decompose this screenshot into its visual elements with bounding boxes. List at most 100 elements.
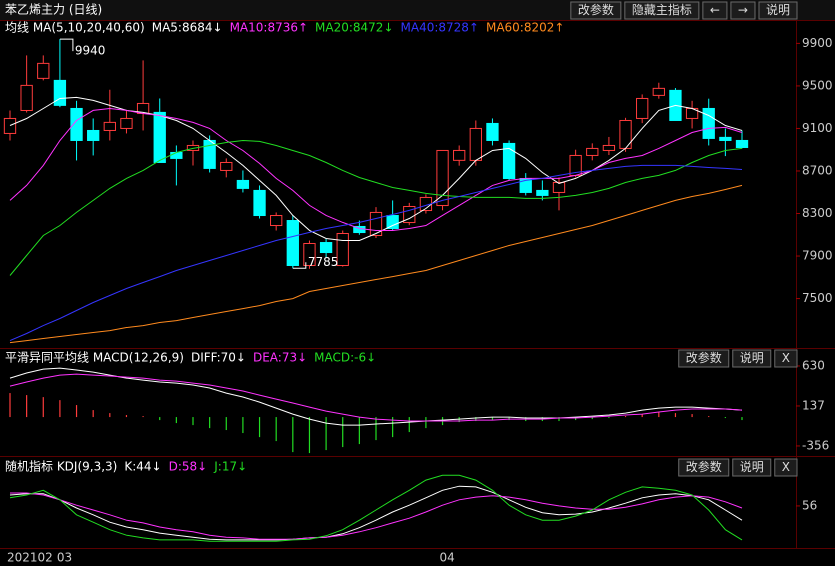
button-label[interactable]: 说明: [740, 459, 764, 474]
button-box[interactable]: [758, 1, 798, 20]
candle-body: [87, 129, 100, 141]
button-box[interactable]: [702, 1, 728, 20]
button[interactable]: 改参数: [570, 1, 622, 20]
y-tick-label: 7900: [802, 249, 833, 263]
legend-item: 平滑异同平均线 MACD(12,26,9): [5, 351, 184, 365]
button-box[interactable]: [624, 1, 700, 20]
button[interactable]: X: [774, 349, 798, 368]
candle-body: [552, 181, 566, 193]
legend-item: MA60:8202↑: [486, 21, 564, 35]
y-tick-label: 8700: [802, 163, 833, 177]
annotation-label: 9940: [75, 44, 106, 58]
candle-body: [469, 127, 482, 161]
kdj-line: [10, 492, 743, 540]
y-tick-label: -356: [802, 438, 829, 452]
y-tick-label: 56: [802, 498, 817, 512]
annotation-label: 7785: [308, 255, 339, 269]
x-tick-label: 04: [440, 551, 455, 565]
legend-item: J:17↓: [213, 460, 247, 474]
candle-body: [502, 142, 516, 180]
candle-body: [153, 111, 166, 163]
ma-line: [9, 184, 743, 344]
candle-body: [236, 179, 250, 189]
y-tick-label: 8300: [802, 206, 833, 220]
ma-line: [9, 107, 743, 231]
candle-body: [286, 220, 299, 266]
candle-body: [336, 232, 349, 266]
button[interactable]: ←: [702, 1, 728, 20]
candle-body: [636, 97, 649, 119]
kdj-line: [9, 474, 743, 542]
button-label[interactable]: 隐藏主指标: [632, 2, 692, 17]
candle-body: [702, 107, 715, 139]
candle-body: [253, 189, 266, 217]
button-label[interactable]: 说明: [766, 2, 790, 17]
annotation-leader: [292, 262, 307, 269]
candle-body: [602, 144, 616, 151]
button-label[interactable]: 改参数: [578, 2, 614, 17]
candle-body: [436, 149, 449, 207]
button-label[interactable]: 改参数: [686, 459, 722, 474]
button-label[interactable]: →: [738, 3, 748, 17]
button[interactable]: 改参数: [678, 458, 730, 477]
button[interactable]: →: [730, 1, 756, 20]
legend-item: MA20:8472↓: [315, 21, 393, 35]
candle-body: [103, 121, 116, 131]
macd-line: [9, 367, 743, 426]
button[interactable]: 隐藏主指标: [624, 1, 700, 20]
candle-body: [652, 87, 665, 96]
kdj-line: [9, 485, 743, 541]
candle-body: [453, 149, 466, 161]
button-box[interactable]: [570, 1, 622, 20]
button[interactable]: 说明: [732, 349, 772, 368]
legend-item: MA10:8736↑: [230, 21, 308, 35]
button-label[interactable]: ←: [710, 3, 720, 17]
candle-body: [220, 161, 233, 171]
candle-body: [170, 151, 183, 159]
instrument-title: 苯乙烯主力 (日线): [5, 3, 102, 17]
button-label[interactable]: 说明: [740, 350, 764, 365]
ma-line: [9, 139, 743, 276]
candle-body: [403, 205, 416, 224]
y-tick-label: 630: [802, 358, 825, 372]
button-box[interactable]: [730, 1, 756, 20]
candle-body: [536, 189, 549, 196]
y-tick-label: 7500: [802, 291, 833, 305]
button-box[interactable]: [732, 349, 772, 368]
candle-body: [270, 215, 283, 227]
button-box[interactable]: [678, 458, 730, 477]
legend-item: DEA:73↓: [253, 351, 307, 365]
button-label[interactable]: X: [782, 351, 790, 365]
button-box[interactable]: [774, 458, 798, 477]
y-tick-label: 9900: [802, 36, 833, 50]
legend-item: MACD:-6↓: [314, 351, 376, 365]
annotation-leader: [59, 38, 74, 52]
button-box[interactable]: [732, 458, 772, 477]
macd-line: [9, 373, 743, 422]
candle-body: [319, 242, 333, 254]
button[interactable]: 改参数: [678, 349, 730, 368]
legend-item: 随机指标 KDJ(9,3,3): [5, 459, 117, 474]
y-tick-label: 137: [802, 398, 825, 412]
candle-body: [303, 242, 316, 266]
candle-body: [20, 84, 33, 111]
button-label[interactable]: 改参数: [686, 350, 722, 365]
legend-item: MA40:8728↑: [401, 21, 479, 35]
button[interactable]: X: [774, 458, 798, 477]
button[interactable]: 说明: [758, 1, 798, 20]
ma-line: [9, 164, 743, 342]
candle-body: [735, 139, 749, 148]
button-label[interactable]: X: [782, 460, 790, 474]
candle-body: [369, 211, 383, 237]
button[interactable]: 说明: [732, 458, 772, 477]
candle-body: [70, 107, 83, 141]
y-tick-label: 9100: [802, 121, 833, 135]
candle-body: [386, 215, 399, 229]
button-box[interactable]: [678, 349, 730, 368]
candle-body: [53, 79, 67, 106]
candle-body: [3, 117, 17, 134]
button-box[interactable]: [774, 349, 798, 368]
legend-item: MA5:8684↓: [152, 21, 223, 35]
legend-item: D:58↓: [169, 460, 208, 474]
